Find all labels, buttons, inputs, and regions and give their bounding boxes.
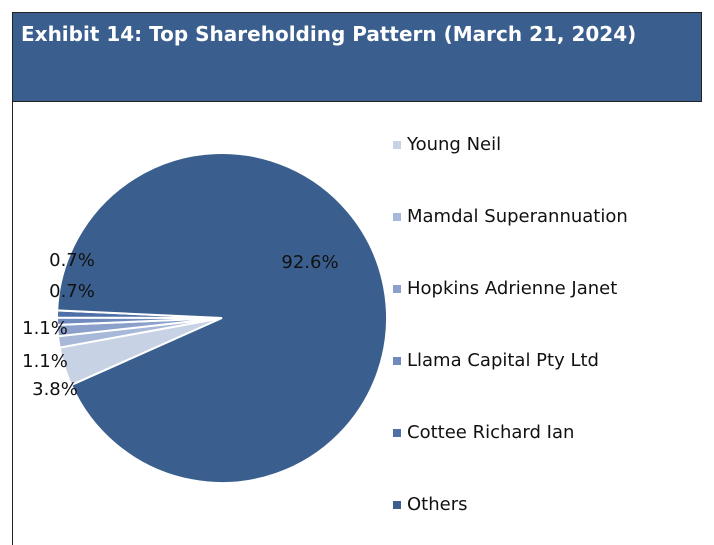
data-label: 1.1%: [22, 351, 68, 372]
pie-slice: [56, 152, 388, 484]
legend-swatch: [393, 285, 401, 293]
data-label: 3.8%: [32, 379, 78, 400]
legend-label: Hopkins Adrienne Janet: [407, 278, 617, 299]
legend-swatch: [393, 357, 401, 365]
data-label: 0.7%: [49, 250, 95, 271]
legend-label: Cottee Richard Ian: [407, 422, 574, 443]
data-label: 92.6%: [281, 252, 338, 273]
legend-swatch: [393, 429, 401, 437]
legend-label: Llama Capital Pty Ltd: [407, 350, 599, 371]
legend-label: Others: [407, 494, 468, 515]
legend-swatch: [393, 213, 401, 221]
legend-label: Mamdal Superannuation: [407, 206, 628, 227]
legend-swatch: [393, 141, 401, 149]
legend-swatch: [393, 501, 401, 509]
data-label: 1.1%: [22, 318, 68, 339]
data-label: 0.7%: [49, 281, 95, 302]
chart-title: Exhibit 14: Top Shareholding Pattern (Ma…: [12, 12, 702, 102]
legend-label: Young Neil: [406, 134, 501, 155]
frame: [12, 12, 701, 545]
